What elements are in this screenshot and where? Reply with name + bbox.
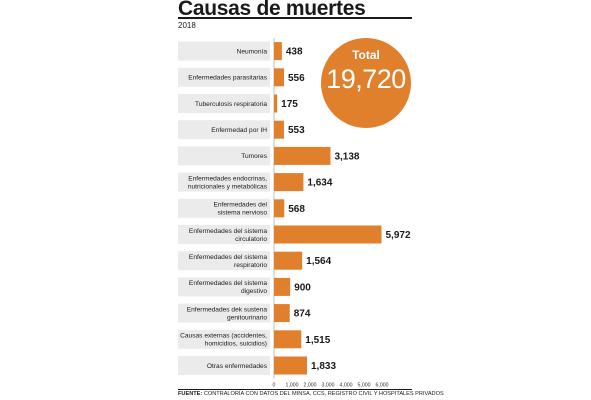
category-label-box: [178, 67, 270, 87]
category-label-line: respiratorio: [234, 262, 267, 269]
category-label-box: [178, 303, 270, 323]
category-label: Enfermedad por IH: [211, 127, 267, 134]
category-label: Causas externas (accidentes, homicidios, …: [180, 333, 267, 348]
bar: [274, 199, 285, 218]
category-label-line: Enfermedades endocrinas,: [188, 175, 267, 182]
category-label: Enfermedades del sistema digestivo: [189, 280, 267, 295]
category-label-box: [178, 146, 270, 166]
bar: [274, 173, 304, 192]
value-label: 553: [288, 125, 305, 136]
value-label: 3,138: [334, 151, 359, 162]
bar: [274, 330, 302, 349]
value-label: 438: [286, 47, 303, 58]
bar: [274, 94, 278, 113]
category-label-line: Tuberculosis respiratoria: [195, 101, 267, 108]
category-label: Tuberculosis respiratoria: [195, 101, 267, 108]
category-label-box: [178, 225, 270, 244]
category-label-line: Tumores: [241, 153, 267, 160]
category-label-box: [178, 94, 270, 113]
x-tick-label: 4,000: [340, 383, 353, 389]
x-tick-label: 3,000: [322, 383, 335, 389]
value-label: 568: [288, 204, 305, 215]
bar: [274, 251, 303, 270]
value-label: 874: [294, 309, 311, 320]
category-label-box: [178, 356, 270, 375]
category-label-line: Enfermedad por IH: [211, 127, 267, 134]
x-tick-label: 6,000: [376, 383, 389, 389]
source-text: CONTRALORÍA CON DATOS DEL MINSA, CCS, RE…: [203, 391, 444, 397]
chart-subtitle-year: 2018: [178, 21, 196, 30]
chart-title: Causas de muertes: [178, 0, 366, 20]
bar: [274, 356, 307, 375]
category-label-box: [178, 120, 270, 140]
source-label: FUENTE:: [178, 391, 203, 397]
value-label: 5,972: [385, 230, 410, 241]
category-label-line: Enfermedades parasitarias: [188, 75, 268, 82]
source-rule: [178, 389, 412, 390]
category-label: Tumores: [241, 153, 267, 160]
category-label-line: Neumonía: [237, 48, 268, 55]
category-label-line: Enfermedades del sistema: [189, 280, 267, 287]
total-value: 19,720: [326, 64, 406, 94]
category-label-line: Enfermedades dek sustena: [187, 306, 268, 313]
category-label-line: Otras enfermedades: [207, 363, 268, 370]
category-label-box: [178, 41, 270, 61]
category-label: Enfermedades del sistema circulatorio: [189, 228, 267, 243]
category-label-line: Enfermedades del: [213, 202, 267, 209]
category-label: Otras enfermedades: [207, 363, 268, 370]
category-label-line: homicidios, suicidios): [205, 341, 267, 348]
category-label-line: digestivo: [241, 288, 267, 295]
x-tick-label: 0: [273, 383, 276, 389]
value-label: 1,634: [307, 178, 332, 189]
category-label-line: sistema nervioso: [218, 210, 268, 217]
category-label-box: [178, 198, 270, 218]
total-label: Total: [352, 48, 380, 62]
bar: [274, 277, 291, 296]
category-label-line: circulatorio: [235, 236, 267, 243]
value-label: 175: [281, 99, 298, 110]
value-label: 1,564: [306, 256, 331, 267]
category-label: Enfermedades dek sustena genitourinario: [187, 306, 268, 321]
category-label-box: [178, 329, 270, 349]
bar: [274, 304, 290, 323]
category-label-box: [178, 277, 270, 297]
value-label: 1,515: [305, 335, 330, 346]
category-label-line: Causas externas (accidentes,: [180, 333, 267, 340]
bar: [274, 42, 282, 61]
value-label: 556: [288, 73, 305, 84]
category-label: Enfermedades del sistema nervioso: [213, 202, 267, 217]
category-label-line: nutricionales y metabólicas: [188, 183, 268, 190]
source-note: FUENTE: CONTRALORÍA CON DATOS DEL MINSA,…: [178, 391, 444, 397]
value-label: 900: [294, 282, 311, 293]
category-label-line: Enfermedades del sistema: [189, 228, 267, 235]
x-tick-label: 5,000: [358, 383, 371, 389]
bar: [274, 225, 382, 244]
category-label-line: Enfermedades del sistema: [189, 254, 267, 261]
total-circle: Total 19,720: [321, 38, 411, 128]
category-label: Enfermedades del sistema respiratorio: [189, 254, 267, 269]
category-label: Neumonía: [237, 48, 268, 55]
category-label: Enfermedades parasitarias: [188, 75, 268, 82]
bar: [274, 68, 285, 87]
category-label: Enfermedades endocrinas, nutricionales y …: [188, 175, 268, 190]
category-label-box: [178, 251, 270, 271]
x-tick-label: 2,000: [304, 383, 317, 389]
category-label-line: genitourinario: [227, 314, 267, 321]
category-label-box: [178, 172, 270, 192]
bar: [274, 120, 284, 139]
value-label: 1,833: [311, 361, 336, 372]
bar: [274, 146, 331, 165]
title-rule: [178, 17, 412, 19]
x-tick-label: 1,000: [286, 383, 299, 389]
